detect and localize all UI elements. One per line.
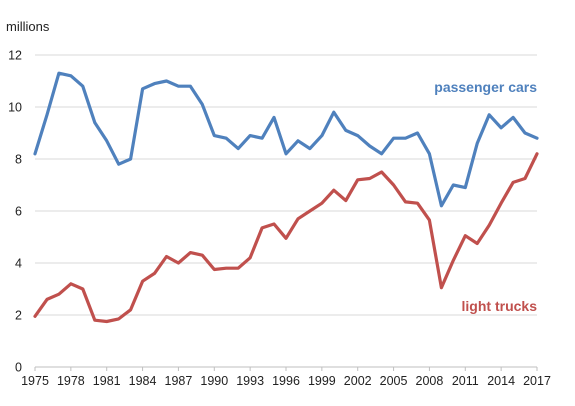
y-tick-label: 0 <box>15 361 22 375</box>
y-axis-ticks: 0 2 4 6 8 10 12 <box>8 49 22 375</box>
series-label-passenger-cars: passenger cars <box>434 79 537 95</box>
x-tick-label: 1981 <box>93 374 121 388</box>
series-lines <box>33 71 539 324</box>
gridlines <box>35 54 537 368</box>
x-tick-label: 1984 <box>129 374 157 388</box>
series-line-passenger-cars <box>33 71 539 208</box>
x-tick-label: 1996 <box>272 374 300 388</box>
y-tick-label: 4 <box>15 257 22 271</box>
series-label-light-trucks: light trucks <box>462 298 538 314</box>
y-tick-label: 12 <box>8 49 22 63</box>
series-line-light-trucks <box>33 152 539 324</box>
x-tick-label: 2008 <box>416 374 444 388</box>
x-tick-label: 1999 <box>308 374 336 388</box>
y-tick-label: 8 <box>15 153 22 167</box>
x-tick-label: 2017 <box>523 374 551 388</box>
x-tick-label: 2002 <box>344 374 372 388</box>
x-tick-label: 2011 <box>452 374 479 388</box>
y-tick-label: 10 <box>8 101 22 115</box>
y-tick-label: 6 <box>15 205 22 219</box>
x-tick-label: 2005 <box>380 374 408 388</box>
x-axis-ticks: 1975 1978 1981 1984 1987 1990 1993 1996 1999 2002… <box>21 367 551 388</box>
x-tick-label: 1993 <box>236 374 264 388</box>
y-unit-label: millions <box>6 19 50 34</box>
x-tick-label: 1990 <box>200 374 228 388</box>
x-tick-label: 1978 <box>57 374 85 388</box>
x-tick-label: 2014 <box>487 374 515 388</box>
x-tick-label: 1987 <box>165 374 193 388</box>
x-tick-label: 1975 <box>21 374 49 388</box>
y-tick-label: 2 <box>15 309 22 323</box>
